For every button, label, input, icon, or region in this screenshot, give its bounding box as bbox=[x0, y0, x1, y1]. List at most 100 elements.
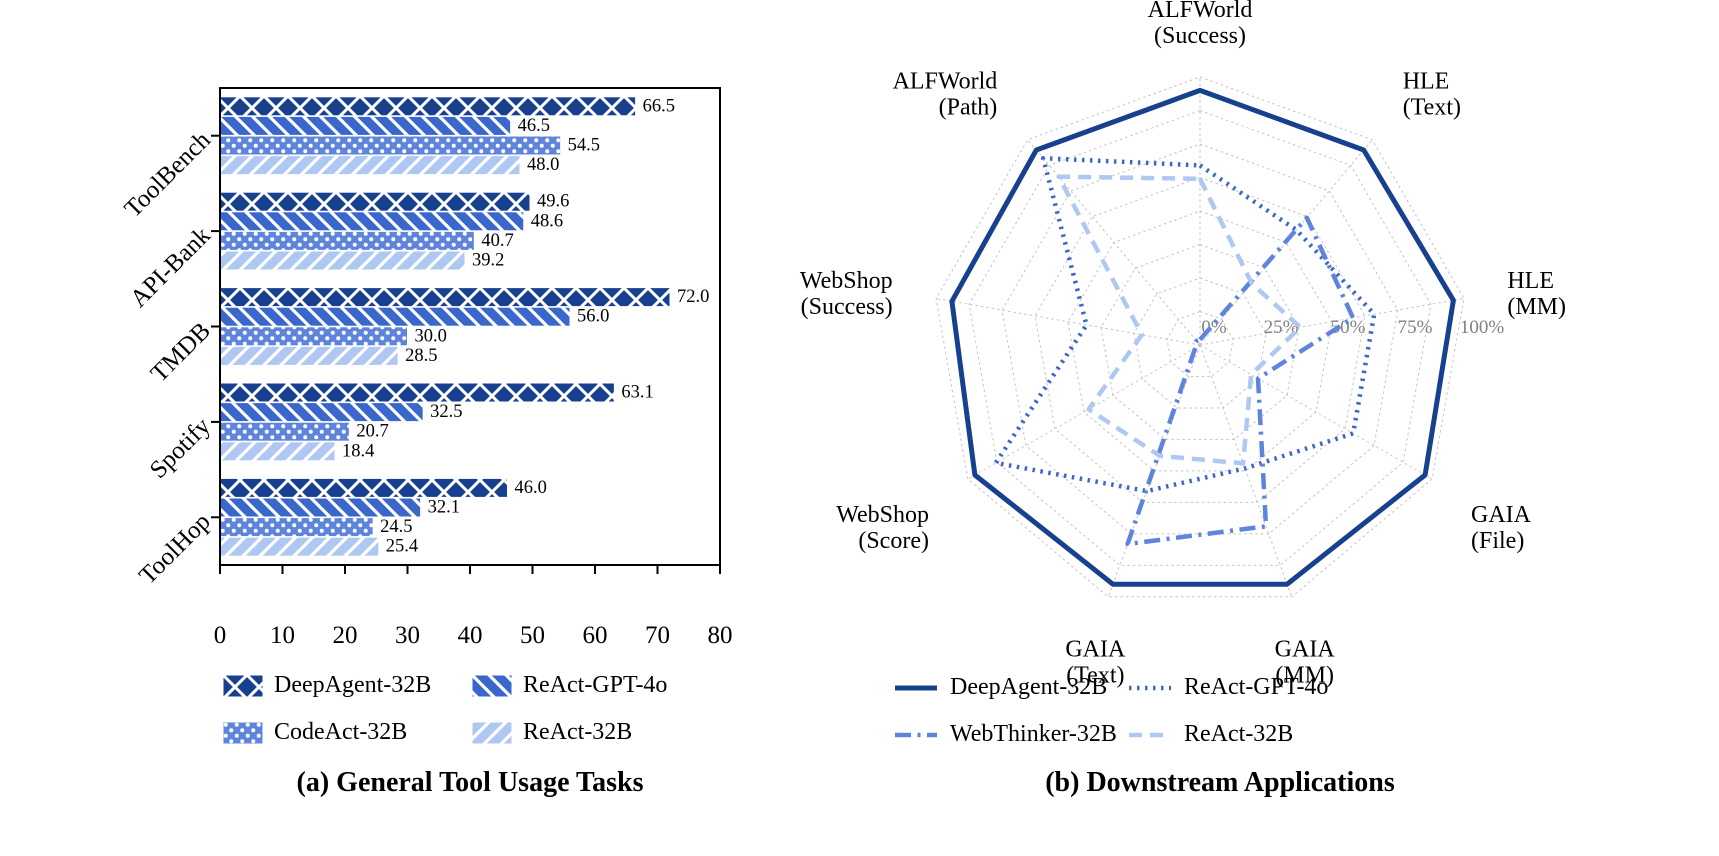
radar-axis-label: GAIA (Text) bbox=[1065, 637, 1126, 689]
bar-xtick-label: 60 bbox=[583, 622, 608, 649]
bar-xtick-label: 20 bbox=[333, 622, 358, 649]
bar-xtick-label: 70 bbox=[645, 622, 670, 649]
legend-label: ReAct-GPT-4o bbox=[1184, 674, 1329, 700]
legend-linestyle-icon bbox=[1129, 685, 1171, 690]
bar-value-label: 24.5 bbox=[380, 517, 412, 537]
bar-value-label: 66.5 bbox=[643, 96, 675, 116]
bar-ReAct-32B-Spotify bbox=[219, 441, 336, 462]
radar-grid-spoke bbox=[1027, 139, 1201, 346]
radar-grid-ring bbox=[1166, 310, 1234, 377]
bar-xtick-label: 30 bbox=[395, 622, 420, 649]
bar-value-label: 63.1 bbox=[621, 383, 653, 403]
bar-value-label: 30.0 bbox=[415, 326, 447, 346]
bar-chart: 66.5 46.5 54.5 48.0 ToolBench 49.648.6 40.739.… bbox=[119, 87, 733, 649]
bar-value-label: 46.5 bbox=[518, 116, 550, 136]
legend-item-WebThinker-32B: WebThinker-32B bbox=[893, 721, 1127, 748]
bar-value-label: 56.0 bbox=[577, 307, 609, 327]
radar-grid-spoke bbox=[1199, 297, 1465, 346]
legend-label: WebThinker-32B bbox=[950, 721, 1117, 747]
legend-linestyle-icon bbox=[895, 685, 937, 690]
bar-value-label: 39.2 bbox=[472, 251, 504, 271]
radar-grid-spoke bbox=[935, 297, 1201, 346]
bar-CodeAct-32B-API-Bank bbox=[219, 230, 475, 251]
radar-axis-label: HLE (MM) bbox=[1507, 268, 1566, 320]
bar-ReAct-GPT-4o-ToolBench bbox=[219, 115, 512, 136]
radar-grid-ring bbox=[935, 76, 1465, 598]
bar-category-label: API-Bank bbox=[125, 222, 216, 313]
bar-value-label: 54.5 bbox=[568, 136, 600, 156]
radar-grid-spoke bbox=[967, 344, 1201, 480]
bar-ReAct-GPT-4o-Spotify bbox=[219, 402, 424, 423]
bar-value-label: 32.5 bbox=[430, 402, 462, 422]
bar-DeepAgent-32B-ToolBench bbox=[219, 96, 637, 117]
radar-rtick-label: 100% bbox=[1460, 317, 1505, 338]
legend-label: DeepAgent-32B bbox=[950, 674, 1108, 700]
radar-axis-label: GAIA (MM) bbox=[1275, 637, 1336, 689]
bar-category-label: ToolBench bbox=[119, 126, 216, 223]
bar-ReAct-32B-ToolHop bbox=[219, 536, 380, 557]
bar-value-label: 48.0 bbox=[527, 155, 559, 175]
bar-CodeAct-32B-ToolBench bbox=[219, 135, 562, 156]
bar-CodeAct-32B-ToolHop bbox=[219, 517, 374, 538]
radar-chart-legend: DeepAgent-32B ReAct-GPT-4o WebThinker-32B R… bbox=[893, 674, 1328, 748]
radar-axis-label: ALFWorld (Success) bbox=[1148, 0, 1253, 49]
bar-DeepAgent-32B-Spotify bbox=[219, 382, 615, 403]
legend-swatch-icon bbox=[223, 675, 263, 696]
bar-value-label: 48.6 bbox=[531, 211, 563, 231]
bar-xtick-label: 80 bbox=[708, 622, 733, 649]
legend-label: DeepAgent-32B bbox=[274, 672, 432, 698]
radar-series-ReAct-GPT-4o bbox=[993, 155, 1377, 494]
radar-axis-label: WebShop (Success) bbox=[800, 268, 893, 320]
bar-ReAct-GPT-4o-API-Bank bbox=[219, 211, 525, 232]
bar-ReAct-GPT-4o-ToolHop bbox=[219, 497, 422, 518]
bar-value-label: 40.7 bbox=[481, 231, 513, 251]
legend-item-ReAct-32B: ReAct-32B bbox=[1127, 721, 1328, 748]
bar-value-label: 25.4 bbox=[386, 537, 418, 557]
radar-rtick-label: 25% bbox=[1264, 317, 1299, 338]
bar-value-label: 20.7 bbox=[356, 422, 388, 442]
bar-xtick-label: 10 bbox=[270, 622, 295, 649]
radar-axis-label: HLE (Text) bbox=[1403, 69, 1461, 121]
radar-grid-spoke bbox=[1199, 344, 1293, 598]
bar-xtick-label: 50 bbox=[520, 622, 545, 649]
legend-linestyle-icon bbox=[895, 732, 937, 737]
bar-ReAct-32B-ToolBench bbox=[219, 155, 521, 176]
radar-grid-ring bbox=[1034, 176, 1366, 503]
bar-xtick-label: 0 bbox=[214, 622, 227, 649]
legend-item-ReAct-GPT-4o: ReAct-GPT-4o bbox=[1127, 674, 1328, 701]
legend-item-DeepAgent-32B: DeepAgent-32B bbox=[893, 674, 1127, 701]
bar-value-label: 18.4 bbox=[342, 441, 374, 461]
bar-CodeAct-32B-Spotify bbox=[219, 421, 350, 442]
legend-linestyle-icon bbox=[1129, 732, 1171, 737]
radar-grid-ring bbox=[1100, 243, 1300, 440]
radar-rtick-label: 50% bbox=[1331, 317, 1366, 338]
bar-category-label: Spotify bbox=[145, 412, 217, 484]
bar-DeepAgent-32B-TMDB bbox=[219, 287, 671, 308]
legend-swatch-icon bbox=[472, 722, 512, 743]
radar-axis-label: GAIA (File) bbox=[1471, 502, 1532, 554]
bar-DeepAgent-32B-ToolHop bbox=[219, 477, 508, 498]
bar-ReAct-32B-TMDB bbox=[219, 345, 399, 366]
radar-series-WebThinker-32B bbox=[1125, 215, 1356, 547]
legend-item-ReAct-32B: ReAct-32B bbox=[472, 719, 667, 746]
radar-series-DeepAgent-32B bbox=[949, 87, 1456, 587]
legend-swatch-icon bbox=[472, 675, 512, 696]
legend-swatch-icon bbox=[223, 722, 263, 743]
panel-a-caption: (a) General Tool Usage Tasks bbox=[296, 767, 644, 798]
bar-CodeAct-32B-TMDB bbox=[219, 326, 408, 347]
radar-grid-spoke bbox=[1199, 344, 1433, 480]
bar-chart-legend: DeepAgent-32B ReAct-GPT-4o CodeAct-32B ReAc… bbox=[223, 672, 667, 746]
legend-label: ReAct-GPT-4o bbox=[523, 672, 668, 698]
bar-ReAct-32B-API-Bank bbox=[219, 250, 466, 271]
bar-ReAct-GPT-4o-TMDB bbox=[219, 306, 571, 327]
legend-label: ReAct-32B bbox=[523, 719, 633, 745]
legend-item-DeepAgent-32B: DeepAgent-32B bbox=[223, 672, 472, 699]
panel-b-caption: (b) Downstream Applications bbox=[1045, 767, 1395, 798]
bar-value-label: 72.0 bbox=[677, 287, 709, 307]
bar-value-label: 49.6 bbox=[537, 192, 569, 212]
bar-value-label: 32.1 bbox=[428, 498, 460, 518]
radar-chart: 0% 25% 50% 75% 100%ALFWorld (Success)HLE (Text… bbox=[800, 0, 1566, 689]
radar-series-ReAct-32B bbox=[1056, 174, 1303, 466]
